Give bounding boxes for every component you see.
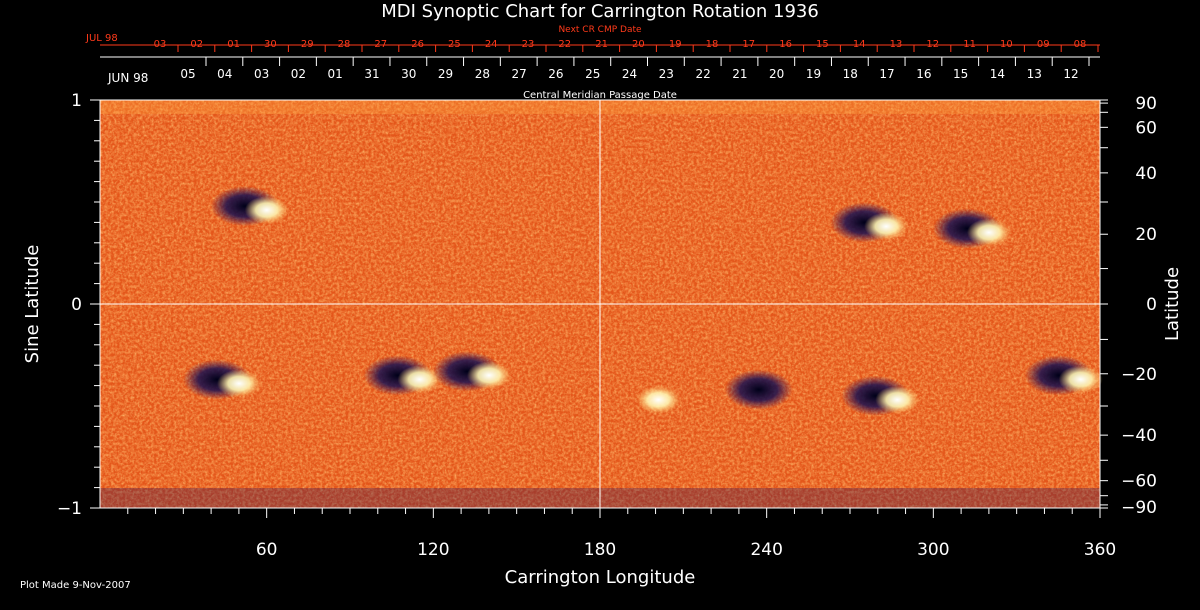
outer-date-label: 25	[448, 39, 461, 50]
inner-date-label: 14	[990, 67, 1005, 81]
inner-date-label: 20	[769, 67, 784, 81]
inner-date-label: 18	[843, 67, 858, 81]
inner-date-label: 25	[585, 67, 600, 81]
x-tick-label: 180	[584, 540, 616, 560]
active-region-positive	[244, 196, 289, 225]
outer-date-label: 20	[632, 39, 645, 50]
top-axis-outer-month: JUL 98	[85, 33, 118, 44]
inner-date-label: 27	[511, 67, 526, 81]
y-right-tick-label: 40	[1135, 164, 1157, 184]
outer-date-label: 12	[926, 39, 939, 50]
top-axis-inner: JUN 98 Central Meridian Passage Date 05 0…	[100, 56, 1100, 101]
y-left-tick-label: −1	[57, 499, 82, 519]
active-region-negative	[724, 369, 793, 410]
inner-date-label: 15	[953, 67, 968, 81]
inner-date-label: 05	[180, 67, 195, 81]
x-tick-label: 60	[256, 540, 278, 560]
outer-date-label: 23	[522, 39, 535, 50]
outer-date-label: 08	[1074, 39, 1087, 50]
outer-date-label: 21	[595, 39, 608, 50]
y-right-tick-label: 20	[1135, 225, 1157, 245]
inner-date-label: 23	[659, 67, 674, 81]
y-right-tick-label: −40	[1121, 426, 1157, 446]
inner-date-label: 16	[916, 67, 931, 81]
outer-date-label: 03	[154, 39, 167, 50]
inner-date-label: 30	[401, 67, 416, 81]
inner-date-label: 29	[438, 67, 453, 81]
active-region-positive	[397, 365, 442, 394]
inner-date-label: 02	[291, 67, 306, 81]
top-axis-inner-label: Central Meridian Passage Date	[523, 90, 677, 101]
x-axis: 60 120 180 240 300 360	[127, 508, 1116, 560]
inner-date-label: 31	[364, 67, 379, 81]
active-region-positive	[636, 385, 681, 414]
outer-date-label: 10	[1000, 39, 1013, 50]
x-tick-label: 240	[750, 540, 782, 560]
x-tick-label: 120	[417, 540, 449, 560]
top-axis-outer: Next CR CMP Date JUL 98 03 02 01 30 29 28 27 26…	[85, 25, 1100, 52]
outer-date-label: 13	[890, 39, 903, 50]
outer-date-label: 30	[264, 39, 277, 50]
y-axis-right: 90 60 40 20 0 −20 −40 −60 −90	[1100, 94, 1157, 518]
outer-date-label: 16	[779, 39, 792, 50]
x-tick-label: 300	[917, 540, 949, 560]
active-region-positive	[864, 212, 909, 241]
active-region-positive	[217, 369, 261, 398]
y-axis-left: 1 0 −1	[57, 91, 100, 519]
inner-date-label: 03	[254, 67, 269, 81]
outer-date-label: 09	[1037, 39, 1050, 50]
inner-date-label: 12	[1063, 67, 1078, 81]
outer-date-label: 14	[853, 39, 866, 50]
inner-date-label: 01	[328, 67, 343, 81]
chart-title: MDI Synoptic Chart for Carrington Rotati…	[381, 1, 819, 22]
top-axis-outer-label: Next CR CMP Date	[558, 25, 642, 35]
outer-date-label: 15	[816, 39, 829, 50]
plot-made-note: Plot Made 9-Nov-2007	[20, 580, 131, 591]
outer-date-label: 11	[963, 39, 976, 50]
top-axis-inner-month: JUN 98	[107, 71, 148, 85]
inner-date-label: 19	[806, 67, 821, 81]
active-region-positive	[967, 218, 1011, 247]
outer-date-label: 27	[374, 39, 387, 50]
y-axis-left-label: Sine Latitude	[22, 245, 43, 364]
outer-date-label: 02	[190, 39, 203, 50]
y-axis-right-label: Latitude	[1162, 267, 1183, 341]
inner-date-label: 26	[548, 67, 563, 81]
outer-date-label: 19	[669, 39, 682, 50]
active-region-positive	[467, 361, 511, 390]
x-tick-label: 360	[1084, 540, 1116, 560]
outer-date-label: 29	[301, 39, 314, 50]
active-region-positive	[1058, 365, 1103, 394]
inner-date-label: 24	[622, 67, 637, 81]
outer-date-label: 24	[485, 39, 498, 50]
y-right-tick-label: −60	[1121, 472, 1157, 492]
active-region-positive	[875, 385, 920, 414]
y-right-tick-label: −20	[1121, 365, 1157, 385]
x-axis-label: Carrington Longitude	[505, 567, 696, 588]
outer-date-label: 18	[706, 39, 719, 50]
inner-date-label: 21	[732, 67, 747, 81]
inner-date-label: 22	[695, 67, 710, 81]
inner-date-label: 13	[1027, 67, 1042, 81]
inner-date-label: 17	[879, 67, 894, 81]
outer-date-label: 26	[411, 39, 424, 50]
inner-date-label: 28	[475, 67, 490, 81]
y-right-tick-label: 0	[1146, 295, 1157, 315]
y-right-tick-label: 90	[1135, 94, 1157, 114]
inner-date-label: 04	[217, 67, 232, 81]
outer-date-label: 28	[338, 39, 351, 50]
outer-date-label: 01	[227, 39, 240, 50]
y-left-tick-label: 0	[71, 295, 82, 315]
outer-date-label: 22	[558, 39, 571, 50]
outer-date-label: 17	[742, 39, 755, 50]
y-right-tick-label: −90	[1121, 498, 1157, 518]
y-left-tick-label: 1	[71, 91, 82, 111]
y-right-tick-label: 60	[1135, 118, 1157, 138]
